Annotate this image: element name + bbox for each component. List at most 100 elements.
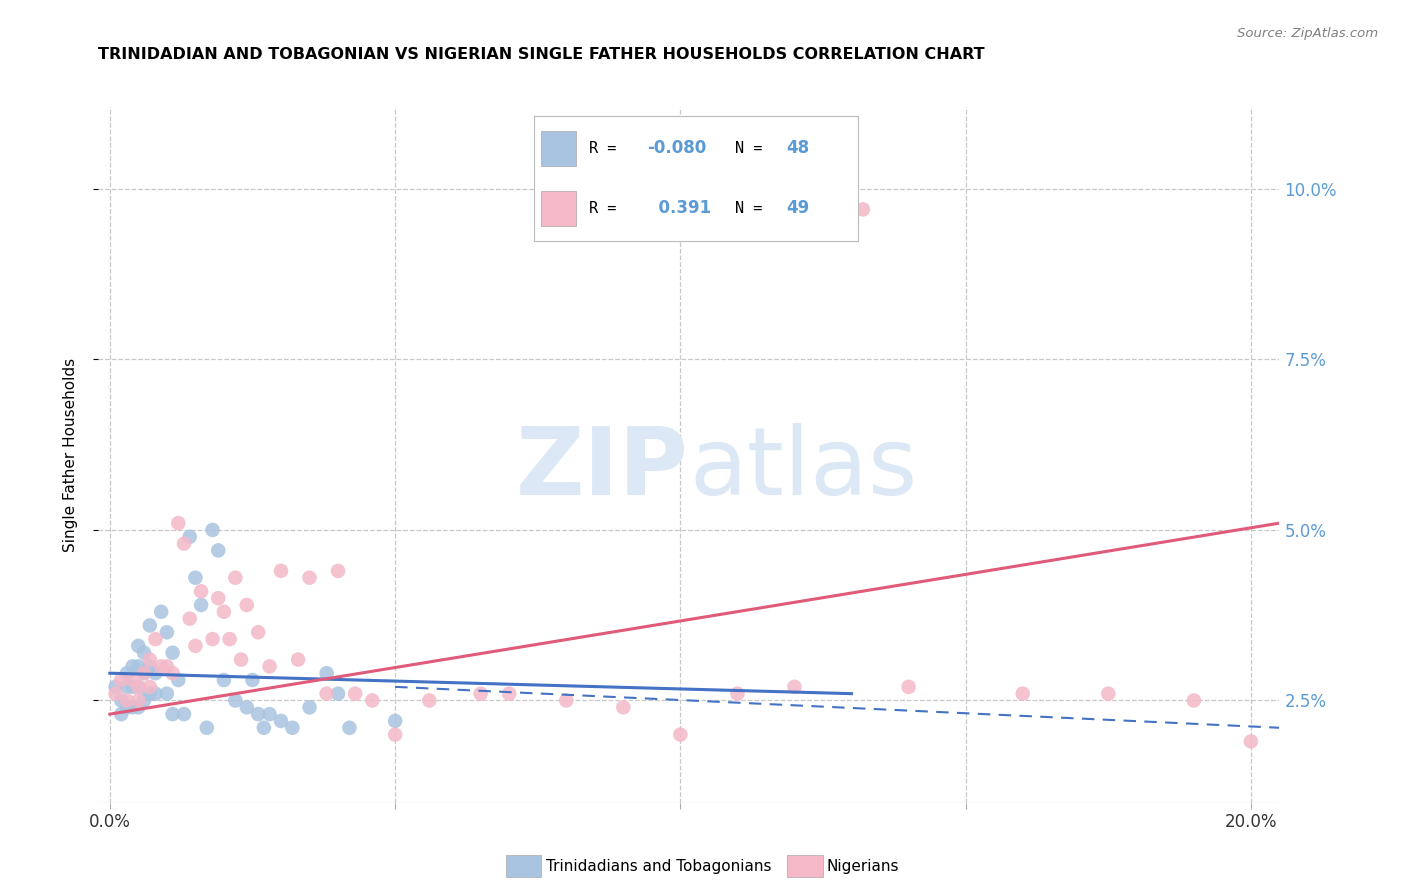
Point: [344, 687, 367, 701]
Point: [195, 721, 218, 735]
Point: [132, 666, 155, 681]
Point: [897, 680, 920, 694]
Text: atlas: atlas: [689, 423, 917, 515]
Point: [132, 666, 155, 681]
Point: [339, 721, 361, 735]
Point: [212, 605, 235, 619]
Point: [212, 673, 235, 687]
Point: [110, 673, 132, 687]
Point: [139, 687, 162, 701]
Text: R =: R =: [589, 201, 626, 216]
Point: [281, 721, 304, 735]
Text: Trinidadians and Tobagonians: Trinidadians and Tobagonians: [546, 859, 770, 873]
Point: [315, 687, 337, 701]
Point: [104, 680, 127, 694]
Point: [384, 728, 406, 742]
Point: [156, 687, 179, 701]
Point: [179, 612, 201, 626]
Text: 49: 49: [786, 200, 810, 218]
Point: [498, 687, 520, 701]
Point: [1182, 693, 1205, 707]
Point: [150, 605, 173, 619]
Point: [184, 571, 207, 585]
Point: [612, 700, 634, 714]
Text: ZIP: ZIP: [516, 423, 689, 515]
Point: [162, 646, 184, 660]
Point: [242, 673, 264, 687]
Point: [218, 632, 240, 646]
Point: [201, 632, 224, 646]
Point: [190, 584, 212, 599]
Point: [201, 523, 224, 537]
Point: [156, 625, 179, 640]
Point: [145, 666, 167, 681]
Point: [132, 693, 155, 707]
Point: [725, 687, 748, 701]
Point: [173, 707, 195, 722]
Point: [669, 728, 692, 742]
Y-axis label: Single Father Households: Single Father Households: [63, 358, 77, 552]
Point: [139, 680, 162, 694]
Point: [167, 516, 190, 530]
Bar: [541, 131, 576, 166]
Point: [179, 530, 201, 544]
Point: [326, 687, 349, 701]
Point: [224, 693, 246, 707]
Point: [236, 700, 259, 714]
Text: -0.080: -0.080: [647, 139, 707, 157]
Text: TRINIDADIAN AND TOBAGONIAN VS NIGERIAN SINGLE FATHER HOUSEHOLDS CORRELATION CHAR: TRINIDADIAN AND TOBAGONIAN VS NIGERIAN S…: [98, 47, 986, 62]
Point: [156, 659, 179, 673]
Point: [470, 687, 492, 701]
Point: [315, 666, 337, 681]
Point: [127, 680, 149, 694]
Point: [287, 652, 309, 666]
Point: [298, 571, 321, 585]
Point: [127, 659, 149, 673]
Point: [132, 646, 155, 660]
Point: [236, 598, 259, 612]
Point: [384, 714, 406, 728]
Point: [298, 700, 321, 714]
Point: [224, 571, 246, 585]
Point: [127, 693, 149, 707]
Point: [326, 564, 349, 578]
Point: [115, 700, 138, 714]
Point: [110, 707, 132, 722]
Point: [852, 202, 875, 217]
Point: [253, 721, 276, 735]
Point: [361, 693, 384, 707]
Point: [167, 673, 190, 687]
Bar: [541, 191, 576, 226]
Point: [229, 652, 252, 666]
Point: [173, 536, 195, 550]
Point: [127, 680, 149, 694]
Point: [139, 659, 162, 673]
Point: [418, 693, 440, 707]
Point: [121, 680, 143, 694]
Point: [1011, 687, 1033, 701]
Text: N =: N =: [735, 141, 772, 156]
Point: [115, 693, 138, 707]
Point: [150, 659, 173, 673]
Point: [247, 707, 270, 722]
Point: [145, 632, 167, 646]
Point: [110, 693, 132, 707]
Point: [1097, 687, 1119, 701]
Point: [139, 652, 162, 666]
Text: Source: ZipAtlas.com: Source: ZipAtlas.com: [1237, 27, 1378, 40]
Point: [145, 687, 167, 701]
Point: [1240, 734, 1263, 748]
Point: [115, 666, 138, 681]
Point: [190, 598, 212, 612]
Point: [121, 673, 143, 687]
Text: 0.391: 0.391: [647, 200, 711, 218]
Text: 48: 48: [786, 139, 810, 157]
Point: [104, 687, 127, 701]
Point: [121, 700, 143, 714]
Point: [127, 700, 149, 714]
Point: [270, 564, 292, 578]
Point: [207, 591, 229, 606]
Point: [259, 707, 281, 722]
Point: [127, 639, 149, 653]
Point: [162, 666, 184, 681]
